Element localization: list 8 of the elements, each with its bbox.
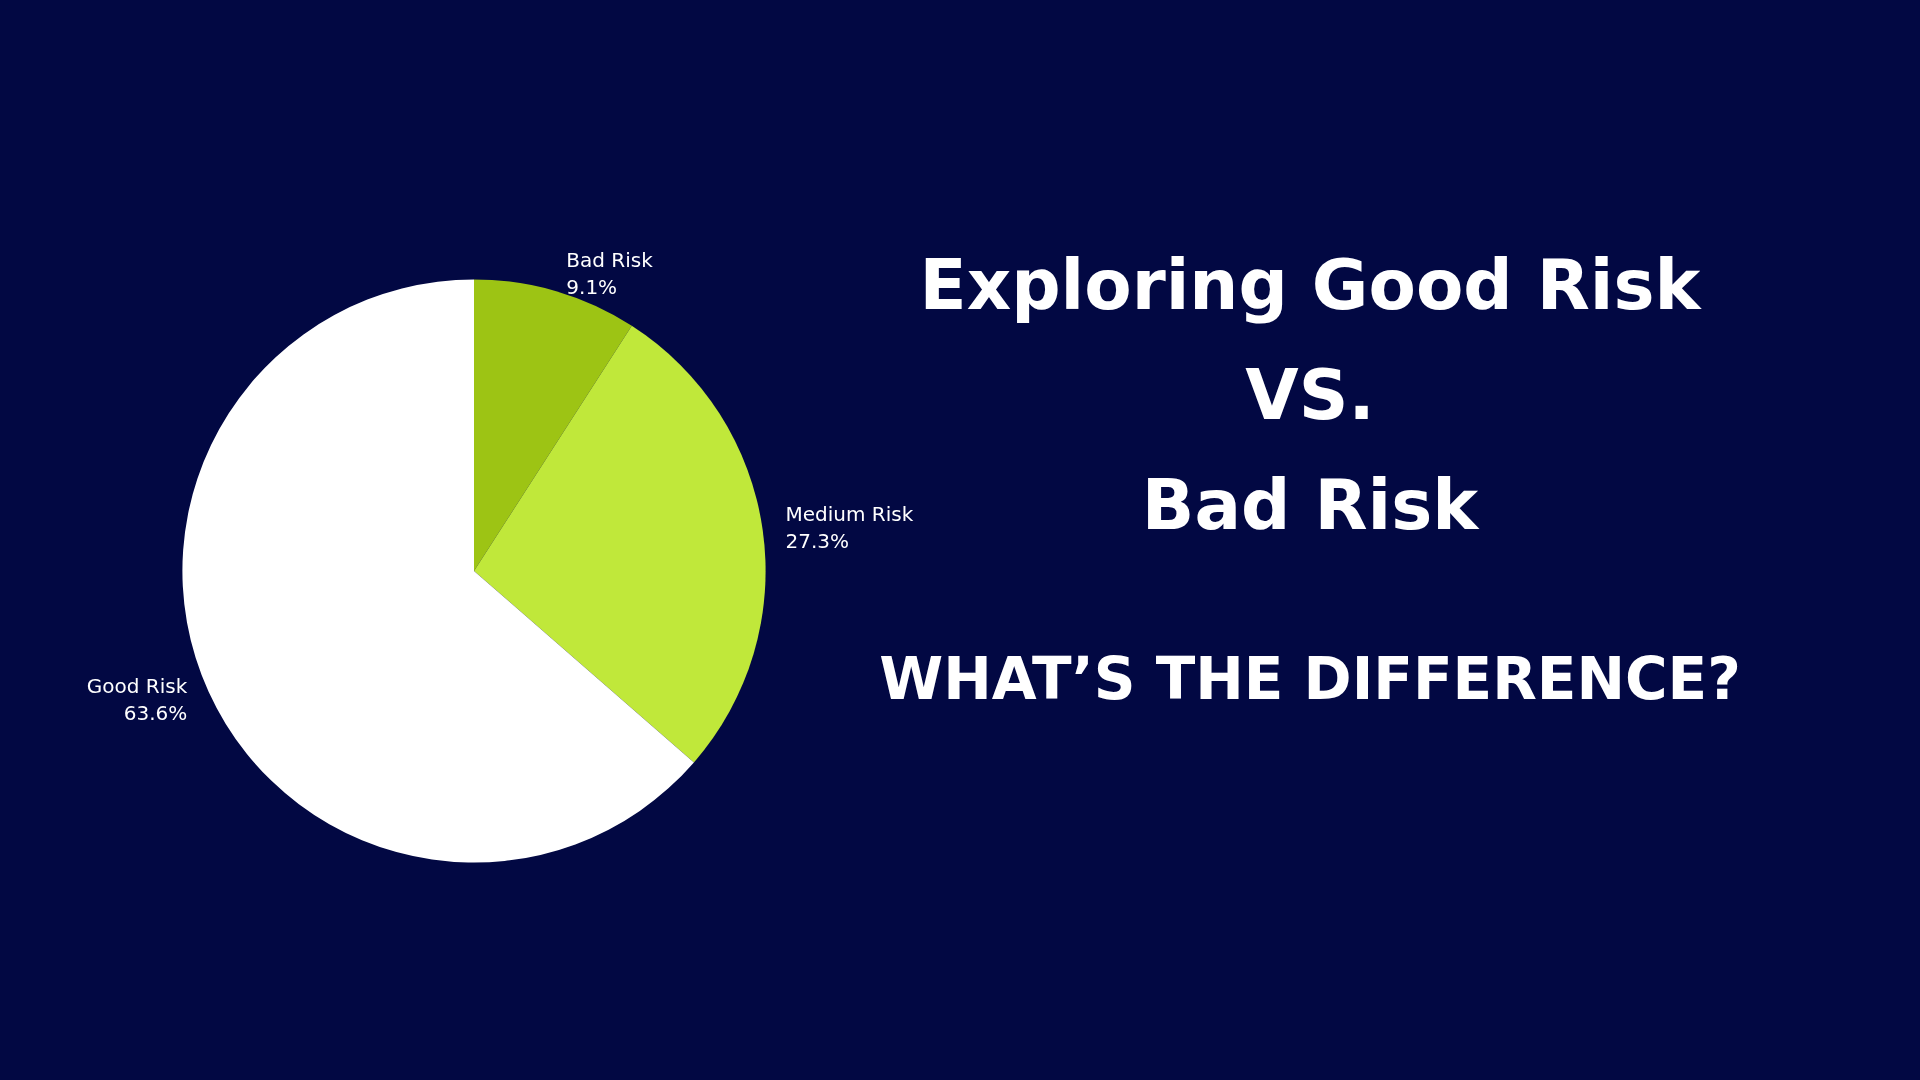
- text: WHAT’S THE DIFFERENCE?: [879, 645, 1741, 713]
- data-label: 27.3%: [785, 528, 850, 553]
- data-label: 63.6%: [123, 700, 188, 725]
- slice-label: Bad Risk: [566, 248, 654, 273]
- slice-label: Good Risk: [86, 673, 188, 698]
- text: Exploring Good Risk VS. Bad Risk: [919, 245, 1703, 545]
- data-label: 9.1%: [566, 275, 618, 300]
- slice-label: Medium Risk: [785, 501, 914, 526]
